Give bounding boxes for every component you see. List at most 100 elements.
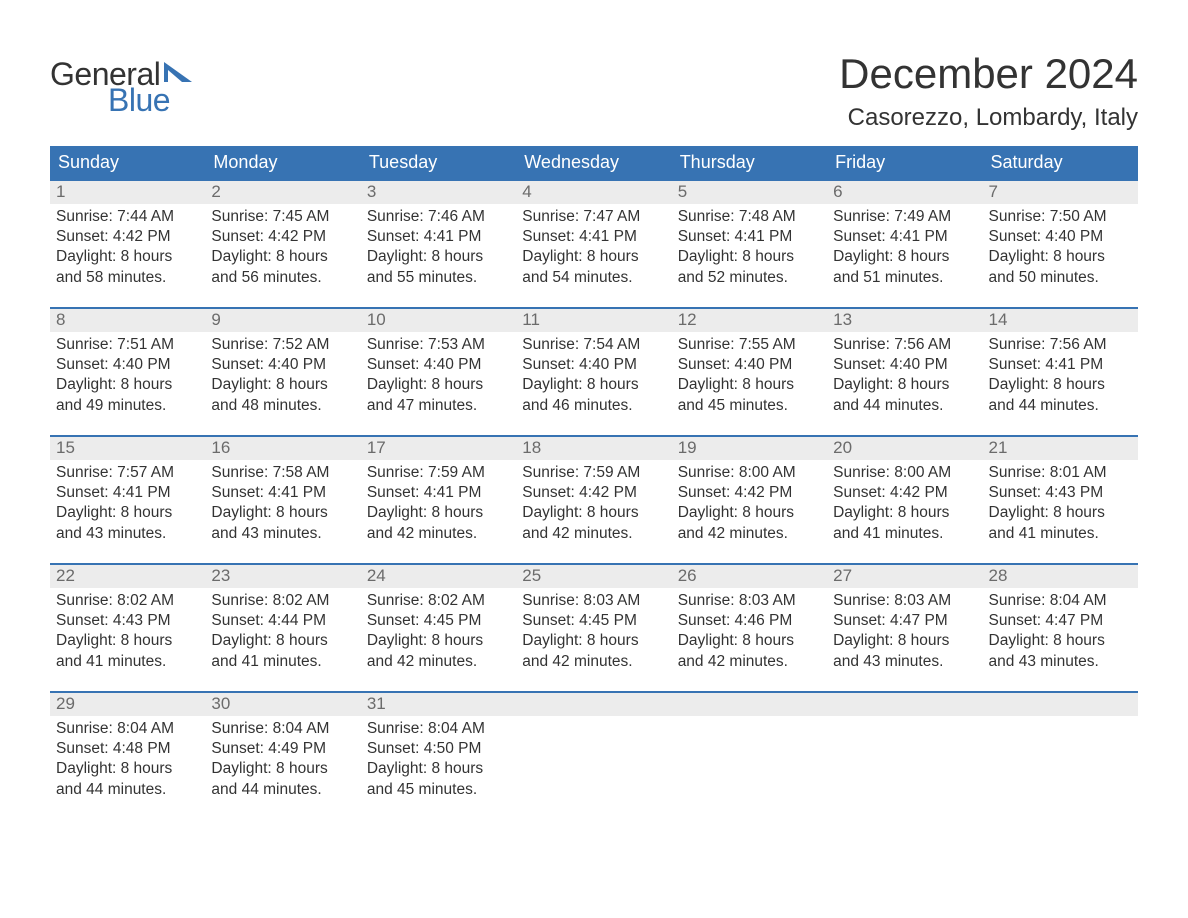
sunrise-line: Sunrise: 7:50 AM (989, 207, 1132, 227)
day-cell: 26Sunrise: 8:03 AMSunset: 4:46 PMDayligh… (672, 565, 827, 683)
sunrise-line: Sunrise: 8:03 AM (833, 591, 976, 611)
sunset-line: Sunset: 4:50 PM (367, 739, 510, 759)
day-number: 9 (205, 309, 360, 332)
weeks-container: 1Sunrise: 7:44 AMSunset: 4:42 PMDaylight… (50, 179, 1138, 811)
day-number: 8 (50, 309, 205, 332)
daylight-line-2: and 41 minutes. (989, 524, 1132, 544)
sunrise-line: Sunrise: 8:02 AM (56, 591, 199, 611)
day-body: Sunrise: 8:01 AMSunset: 4:43 PMDaylight:… (983, 460, 1138, 546)
day-number: 21 (983, 437, 1138, 460)
logo: General Blue (50, 58, 192, 116)
daylight-line-1: Daylight: 8 hours (56, 631, 199, 651)
sunrise-line: Sunrise: 8:03 AM (522, 591, 665, 611)
daylight-line-2: and 44 minutes. (833, 396, 976, 416)
sunset-line: Sunset: 4:40 PM (522, 355, 665, 375)
sunset-line: Sunset: 4:42 PM (833, 483, 976, 503)
day-body: Sunrise: 8:03 AMSunset: 4:45 PMDaylight:… (516, 588, 671, 674)
daylight-line-1: Daylight: 8 hours (678, 375, 821, 395)
day-cell: 5Sunrise: 7:48 AMSunset: 4:41 PMDaylight… (672, 181, 827, 299)
daylight-line-1: Daylight: 8 hours (522, 375, 665, 395)
daylight-line-1: Daylight: 8 hours (522, 631, 665, 651)
daylight-line-2: and 49 minutes. (56, 396, 199, 416)
day-body: Sunrise: 8:04 AMSunset: 4:47 PMDaylight:… (983, 588, 1138, 674)
sunrise-line: Sunrise: 8:01 AM (989, 463, 1132, 483)
weekday-header-cell: Sunday (50, 146, 205, 179)
weekday-header-cell: Tuesday (361, 146, 516, 179)
sunrise-line: Sunrise: 7:47 AM (522, 207, 665, 227)
sunset-line: Sunset: 4:43 PM (56, 611, 199, 631)
daylight-line-2: and 50 minutes. (989, 268, 1132, 288)
day-number: 24 (361, 565, 516, 588)
sunrise-line: Sunrise: 7:59 AM (367, 463, 510, 483)
daylight-line-1: Daylight: 8 hours (989, 503, 1132, 523)
daylight-line-2: and 42 minutes. (367, 524, 510, 544)
sunset-line: Sunset: 4:41 PM (678, 227, 821, 247)
daylight-line-2: and 46 minutes. (522, 396, 665, 416)
day-body: Sunrise: 7:59 AMSunset: 4:42 PMDaylight:… (516, 460, 671, 546)
sunrise-line: Sunrise: 8:04 AM (211, 719, 354, 739)
month-title: December 2024 (839, 50, 1138, 98)
day-number: 23 (205, 565, 360, 588)
weekday-header-row: SundayMondayTuesdayWednesdayThursdayFrid… (50, 146, 1138, 179)
day-body: Sunrise: 8:02 AMSunset: 4:45 PMDaylight:… (361, 588, 516, 674)
daylight-line-1: Daylight: 8 hours (989, 631, 1132, 651)
day-cell: 11Sunrise: 7:54 AMSunset: 4:40 PMDayligh… (516, 309, 671, 427)
sunset-line: Sunset: 4:41 PM (989, 355, 1132, 375)
daylight-line-2: and 42 minutes. (522, 524, 665, 544)
day-cell: 24Sunrise: 8:02 AMSunset: 4:45 PMDayligh… (361, 565, 516, 683)
week-row: 1Sunrise: 7:44 AMSunset: 4:42 PMDaylight… (50, 179, 1138, 299)
sunrise-line: Sunrise: 7:49 AM (833, 207, 976, 227)
daylight-line-2: and 47 minutes. (367, 396, 510, 416)
day-number: 31 (361, 693, 516, 716)
daylight-line-2: and 43 minutes. (833, 652, 976, 672)
header: General Blue December 2024 Casorezzo, Lo… (50, 50, 1138, 132)
weekday-header-cell: Wednesday (516, 146, 671, 179)
day-body: Sunrise: 7:48 AMSunset: 4:41 PMDaylight:… (672, 204, 827, 290)
daylight-line-2: and 43 minutes. (989, 652, 1132, 672)
day-body: Sunrise: 7:54 AMSunset: 4:40 PMDaylight:… (516, 332, 671, 418)
daylight-line-1: Daylight: 8 hours (678, 503, 821, 523)
sunrise-line: Sunrise: 8:04 AM (367, 719, 510, 739)
day-body: Sunrise: 8:00 AMSunset: 4:42 PMDaylight:… (827, 460, 982, 546)
sunset-line: Sunset: 4:41 PM (367, 227, 510, 247)
sunset-line: Sunset: 4:42 PM (56, 227, 199, 247)
sunrise-line: Sunrise: 7:53 AM (367, 335, 510, 355)
day-cell: 22Sunrise: 8:02 AMSunset: 4:43 PMDayligh… (50, 565, 205, 683)
day-cell: 29Sunrise: 8:04 AMSunset: 4:48 PMDayligh… (50, 693, 205, 811)
sunrise-line: Sunrise: 7:55 AM (678, 335, 821, 355)
day-cell: 27Sunrise: 8:03 AMSunset: 4:47 PMDayligh… (827, 565, 982, 683)
daylight-line-1: Daylight: 8 hours (211, 375, 354, 395)
daylight-line-2: and 41 minutes. (56, 652, 199, 672)
daylight-line-2: and 44 minutes. (989, 396, 1132, 416)
day-number: 15 (50, 437, 205, 460)
sunset-line: Sunset: 4:44 PM (211, 611, 354, 631)
week-row: 15Sunrise: 7:57 AMSunset: 4:41 PMDayligh… (50, 435, 1138, 555)
day-number: 27 (827, 565, 982, 588)
daylight-line-1: Daylight: 8 hours (211, 247, 354, 267)
day-cell: 20Sunrise: 8:00 AMSunset: 4:42 PMDayligh… (827, 437, 982, 555)
day-number: 16 (205, 437, 360, 460)
daylight-line-1: Daylight: 8 hours (367, 247, 510, 267)
sunrise-line: Sunrise: 8:02 AM (367, 591, 510, 611)
day-body: Sunrise: 7:56 AMSunset: 4:41 PMDaylight:… (983, 332, 1138, 418)
sunset-line: Sunset: 4:40 PM (56, 355, 199, 375)
sunrise-line: Sunrise: 8:00 AM (833, 463, 976, 483)
sunset-line: Sunset: 4:41 PM (56, 483, 199, 503)
weekday-header-cell: Thursday (672, 146, 827, 179)
day-number-empty (827, 693, 982, 716)
daylight-line-1: Daylight: 8 hours (56, 247, 199, 267)
daylight-line-2: and 42 minutes. (678, 652, 821, 672)
day-number: 11 (516, 309, 671, 332)
sunset-line: Sunset: 4:40 PM (678, 355, 821, 375)
daylight-line-1: Daylight: 8 hours (989, 247, 1132, 267)
sunset-line: Sunset: 4:42 PM (522, 483, 665, 503)
day-cell: 30Sunrise: 8:04 AMSunset: 4:49 PMDayligh… (205, 693, 360, 811)
sunset-line: Sunset: 4:40 PM (833, 355, 976, 375)
sunset-line: Sunset: 4:41 PM (833, 227, 976, 247)
sunset-line: Sunset: 4:46 PM (678, 611, 821, 631)
daylight-line-1: Daylight: 8 hours (833, 375, 976, 395)
sunrise-line: Sunrise: 7:52 AM (211, 335, 354, 355)
day-cell: 15Sunrise: 7:57 AMSunset: 4:41 PMDayligh… (50, 437, 205, 555)
day-number-empty (983, 693, 1138, 716)
daylight-line-1: Daylight: 8 hours (367, 759, 510, 779)
